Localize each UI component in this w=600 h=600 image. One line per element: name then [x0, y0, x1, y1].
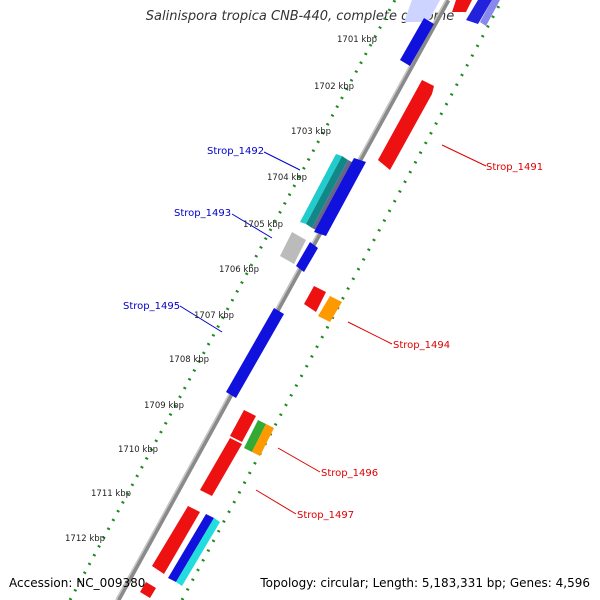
gene-label-strop-1492[interactable]: Strop_1492	[207, 146, 264, 157]
gene-blue-1701	[400, 18, 434, 66]
gene-strop-1493	[280, 232, 306, 264]
gene-green-1496	[244, 420, 266, 452]
leader-line-1496	[277, 447, 321, 473]
ruler-label: 1712 kbp	[65, 534, 105, 544]
gene-label-strop-1491[interactable]: Strop_1491	[486, 162, 543, 173]
gene-strop-1491	[378, 80, 434, 170]
gene-strop-1492-cyan	[300, 154, 342, 224]
ruler-label: 1702 kbp	[314, 82, 354, 92]
backbone-highlight	[115, 0, 447, 600]
gene-label-strop-1496[interactable]: Strop_1496	[321, 468, 378, 479]
gene-strop-1494	[318, 296, 342, 322]
gene-top-cluster	[404, 0, 500, 26]
gene-strop-1497	[200, 438, 242, 496]
leader-line-1492	[263, 151, 301, 171]
gene-red-1709	[230, 410, 256, 442]
gene-strop-1496	[252, 424, 274, 456]
ruler-label: 1703 kbp	[291, 127, 331, 137]
ruler-label: 1706 kbp	[219, 265, 259, 275]
ruler-label: 1708 kbp	[169, 355, 209, 365]
leader-line-1493	[231, 213, 273, 239]
leader-line-1494	[347, 321, 393, 345]
ruler-label: 1707 kbp	[194, 311, 234, 321]
gene-strop-1492-teal	[306, 156, 348, 228]
gene-cyan-1712	[176, 518, 220, 586]
ruler-label: 1704 kbp	[267, 173, 307, 183]
leader-line-1491	[441, 144, 487, 167]
ruler-labels: 1701 kbp 1702 kbp 1703 kbp 1704 kbp 1705…	[65, 35, 377, 544]
gene-blue-1706	[296, 242, 318, 272]
outer-tick-track	[68, 0, 397, 600]
gene-blue-1704	[314, 158, 366, 236]
gene-blue-1712	[168, 514, 214, 582]
gene-label-strop-1493[interactable]: Strop_1493	[174, 208, 231, 219]
ruler-label: 1709 kbp	[144, 401, 184, 411]
ruler-label: 1710 kbp	[118, 445, 158, 455]
gene-strop-1495	[226, 308, 284, 398]
ruler-label: 1701 kbp	[337, 35, 377, 45]
gene-label-strop-1494[interactable]: Strop_1494	[393, 340, 450, 351]
leader-line-1495	[179, 305, 223, 333]
ruler-label: 1705 kbp	[243, 220, 283, 230]
leader-line-1497	[255, 489, 297, 515]
gene-red-bottom	[140, 582, 156, 598]
gene-strop-1492-gray	[312, 160, 352, 230]
genome-backbone	[115, 0, 451, 600]
gene-lightblue-top	[480, 0, 500, 26]
gene-blue-top	[466, 0, 492, 24]
gene-red-1494	[304, 286, 326, 312]
gene-red-top	[452, 0, 472, 12]
gene-pale-top	[404, 0, 440, 22]
ruler-label: 1711 kbp	[91, 489, 131, 499]
genome-summary-text: Topology: circular; Length: 5,183,331 bp…	[260, 576, 590, 590]
gene-label-strop-1495[interactable]: Strop_1495	[123, 301, 180, 312]
accession-text: Accession: NC_009380	[9, 576, 146, 590]
map-title: Salinispora tropica CNB-440, complete ge…	[145, 9, 455, 24]
gene-red-1712	[152, 506, 200, 574]
gene-label-strop-1497[interactable]: Strop_1497	[297, 510, 354, 521]
